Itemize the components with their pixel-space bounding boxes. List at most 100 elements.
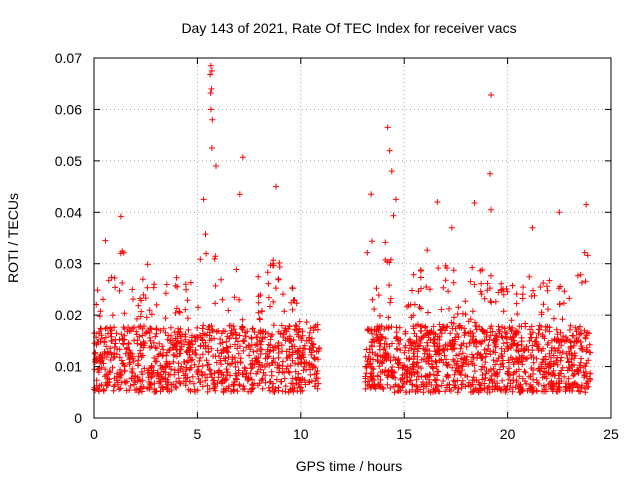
data-point-marker <box>561 288 568 295</box>
data-point-marker <box>211 384 218 391</box>
data-point-marker <box>435 265 442 272</box>
data-point-marker <box>226 322 233 329</box>
data-point-marker <box>135 302 142 309</box>
data-point-marker <box>127 359 133 366</box>
data-point-marker <box>393 335 400 342</box>
data-point-marker <box>272 385 279 392</box>
data-point-marker <box>396 341 403 347</box>
data-point-marker <box>254 382 261 389</box>
data-point-marker <box>530 376 537 383</box>
data-point-marker <box>537 368 544 375</box>
data-point-marker <box>140 291 147 298</box>
data-point-marker <box>131 337 138 344</box>
data-point-marker <box>401 371 408 378</box>
data-point-marker <box>229 356 236 363</box>
data-point-marker <box>205 348 212 355</box>
data-point-marker <box>177 346 184 353</box>
data-point-marker <box>426 329 433 336</box>
data-point-marker <box>492 341 499 348</box>
data-point-marker <box>236 191 243 198</box>
data-point-marker <box>384 374 391 381</box>
data-point-marker <box>261 363 268 370</box>
data-point-marker <box>121 325 128 332</box>
data-point-marker <box>100 360 107 367</box>
y-tick-label: 0.07 <box>55 50 82 66</box>
data-point-marker <box>384 124 391 131</box>
data-point-marker <box>577 271 584 278</box>
data-point-marker <box>190 380 197 387</box>
data-point-marker <box>231 387 237 394</box>
data-point-marker <box>491 386 498 393</box>
data-point-marker <box>277 378 284 385</box>
data-point-marker <box>200 343 207 349</box>
data-point-marker <box>139 326 146 332</box>
data-point-marker <box>183 286 190 293</box>
data-point-marker <box>454 365 461 372</box>
data-point-marker <box>576 323 583 330</box>
data-point-marker <box>509 282 516 289</box>
data-point-marker <box>469 264 476 271</box>
data-point-marker <box>114 346 121 352</box>
data-point-marker <box>467 278 474 285</box>
data-point-marker <box>498 280 505 287</box>
data-point-marker <box>389 373 396 380</box>
data-point-marker <box>152 388 159 395</box>
data-point-marker <box>386 343 393 350</box>
data-point-marker <box>564 355 571 362</box>
data-point-marker <box>97 351 104 358</box>
data-point-marker <box>136 333 143 340</box>
data-point-marker <box>373 285 380 292</box>
data-point-marker <box>125 341 132 347</box>
data-point-marker <box>119 280 126 286</box>
data-point-marker <box>219 296 226 303</box>
data-point-marker <box>481 295 488 302</box>
data-point-marker <box>237 343 243 350</box>
data-point-marker <box>502 386 509 393</box>
data-point-marker <box>487 351 494 358</box>
data-point-marker <box>282 383 289 390</box>
data-point-marker <box>556 209 563 216</box>
data-point-marker <box>108 338 115 344</box>
data-point-marker <box>425 309 431 316</box>
data-point-marker <box>176 309 183 316</box>
data-point-marker <box>418 365 425 372</box>
data-point-marker <box>513 377 520 384</box>
data-point-marker <box>194 367 201 373</box>
data-point-marker <box>442 262 449 269</box>
data-point-marker <box>470 354 477 361</box>
data-point-marker <box>557 357 564 364</box>
data-point-marker <box>585 383 592 390</box>
data-point-marker <box>199 362 206 369</box>
data-point-marker <box>488 299 495 306</box>
data-point-marker <box>148 311 155 318</box>
data-point-marker <box>282 388 289 395</box>
data-point-marker <box>519 375 526 382</box>
data-point-marker <box>546 277 553 284</box>
data-point-marker <box>495 323 502 330</box>
data-point-marker <box>272 343 279 350</box>
data-point-marker <box>461 329 468 336</box>
data-point-marker <box>167 346 173 353</box>
data-point-marker <box>240 386 246 393</box>
data-point-marker <box>102 366 109 373</box>
data-point-marker <box>108 274 115 281</box>
data-point-marker <box>410 271 417 278</box>
data-point-marker <box>159 384 166 391</box>
data-point-marker <box>376 312 383 319</box>
data-point-marker <box>462 298 469 305</box>
data-point-marker <box>207 62 214 69</box>
data-point-marker <box>459 350 466 357</box>
data-point-marker <box>294 387 301 394</box>
data-point-marker <box>411 301 418 308</box>
data-point-marker <box>485 384 492 391</box>
data-point-marker <box>293 300 300 307</box>
data-point-marker <box>515 366 522 373</box>
data-point-marker <box>479 266 486 273</box>
data-point-marker <box>250 348 257 355</box>
data-point-marker <box>92 349 99 356</box>
data-point-marker <box>511 337 518 344</box>
data-point-marker <box>147 337 154 344</box>
data-point-marker <box>159 352 166 359</box>
data-point-marker <box>120 340 127 347</box>
data-point-marker <box>409 287 416 294</box>
